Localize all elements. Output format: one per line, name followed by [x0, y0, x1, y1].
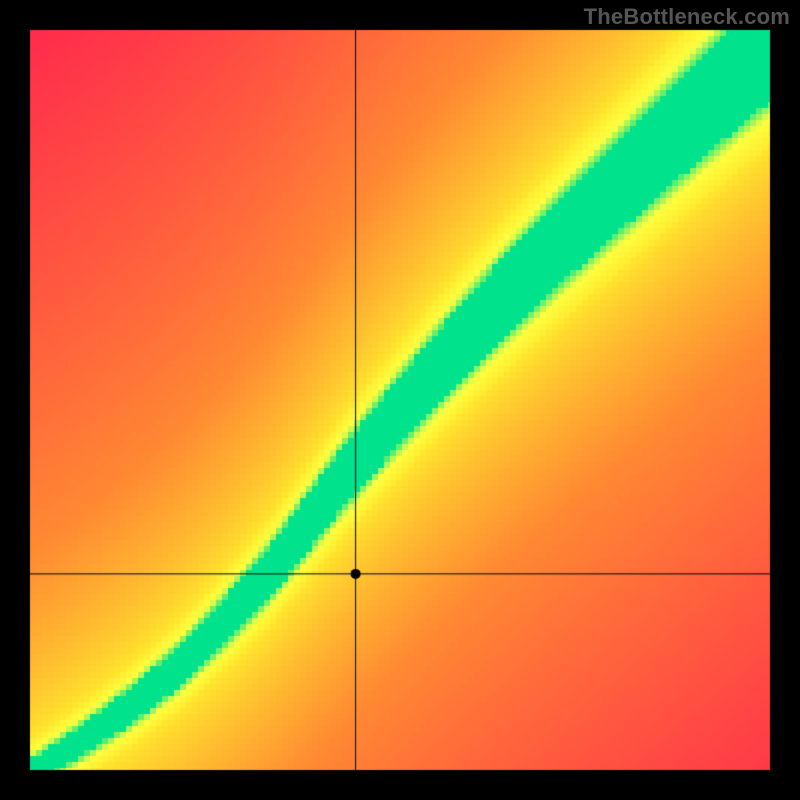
watermark-text: TheBottleneck.com: [584, 4, 790, 30]
bottleneck-heatmap: [0, 0, 800, 800]
